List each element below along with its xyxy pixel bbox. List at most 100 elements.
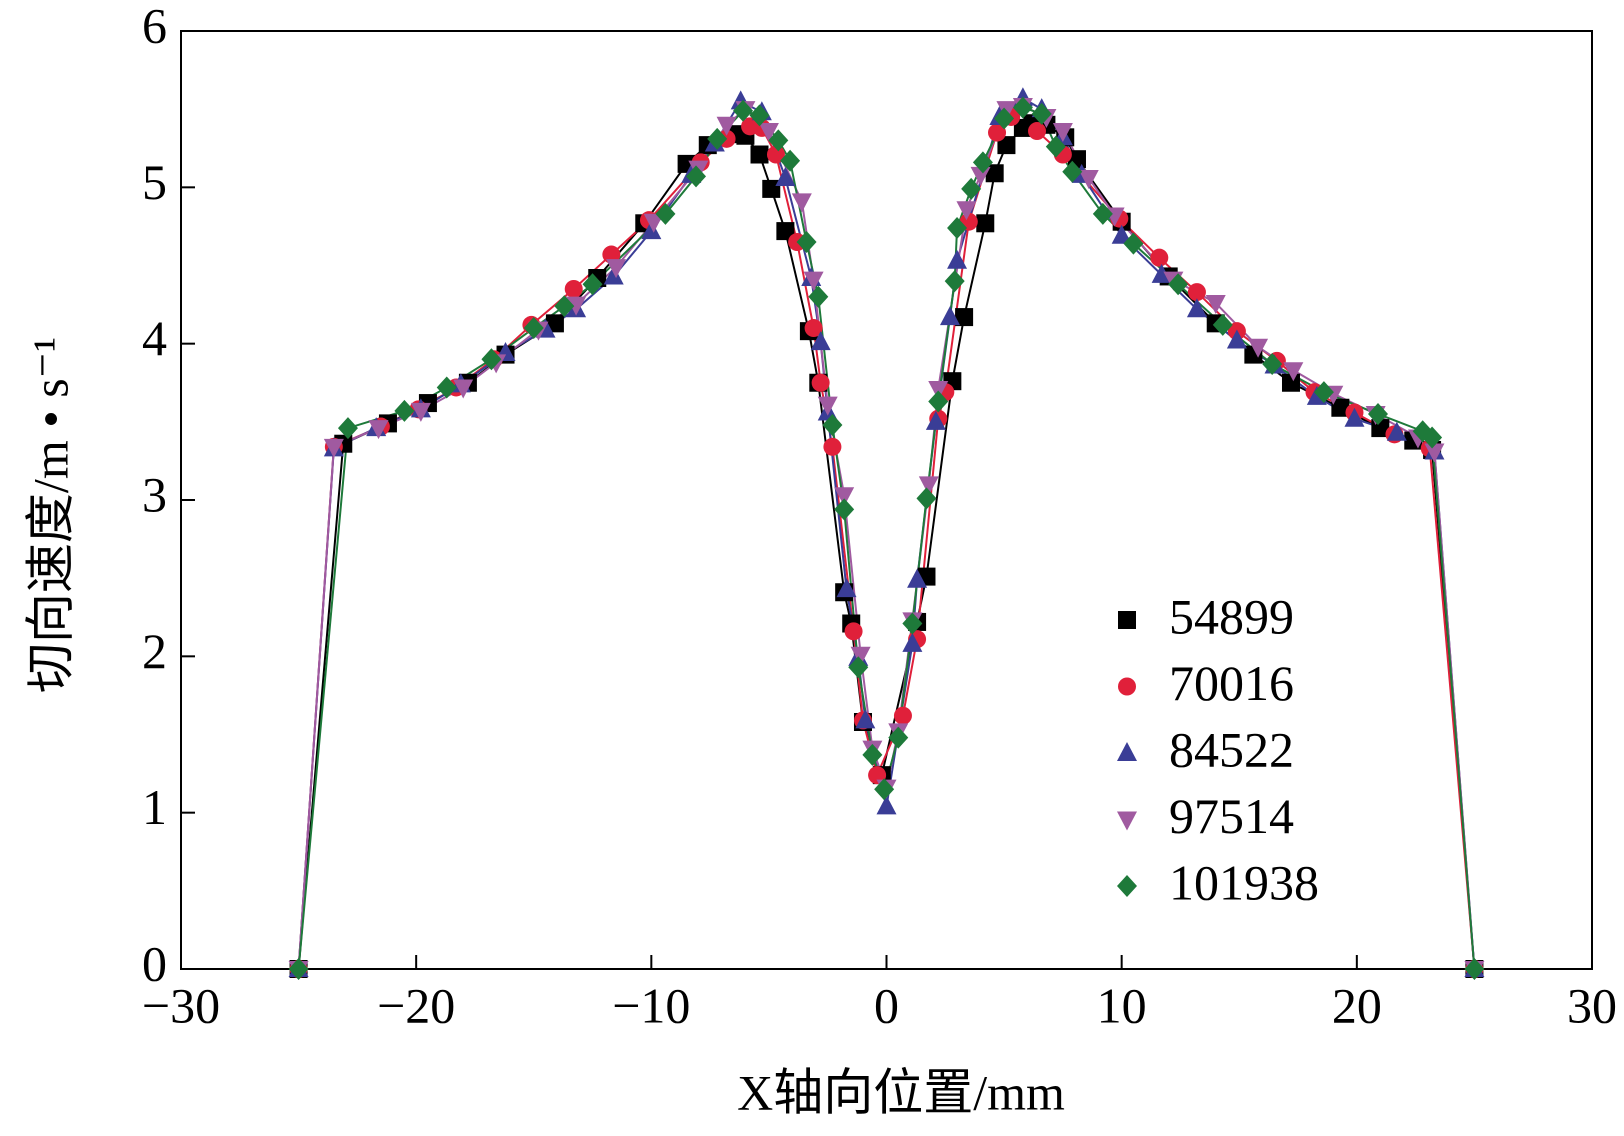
- data-point: [862, 743, 883, 766]
- x-axis-label: X轴向位置/mm: [737, 1064, 1065, 1120]
- data-point: [850, 646, 871, 666]
- data-point: [893, 706, 912, 725]
- data-point: [1151, 263, 1172, 283]
- data-point: [994, 107, 1015, 130]
- legend-marker: [1118, 677, 1136, 696]
- data-point: [554, 295, 575, 318]
- data-point: [566, 296, 587, 316]
- series-line: [297, 97, 1476, 970]
- data-point: [523, 317, 544, 340]
- data-point: [780, 149, 801, 172]
- data-point: [810, 331, 831, 351]
- data-point: [716, 116, 737, 136]
- legend-label: 101938: [1169, 854, 1319, 910]
- data-point: [641, 220, 662, 240]
- data-point: [1092, 202, 1113, 225]
- x-tick-label: −10: [612, 977, 690, 1033]
- data-point: [855, 709, 876, 729]
- data-point: [337, 417, 358, 440]
- data-point: [1344, 407, 1365, 427]
- x-tick-label: 20: [1332, 977, 1382, 1033]
- y-axis-label: 切向速度/m • s⁻¹: [22, 337, 78, 693]
- data-point: [1062, 160, 1083, 183]
- data-point: [791, 193, 812, 213]
- data-point: [1331, 398, 1350, 417]
- data-point: [803, 271, 824, 291]
- data-point: [776, 222, 795, 241]
- series-line: [297, 104, 1476, 970]
- data-point: [1052, 123, 1073, 143]
- data-point: [603, 265, 624, 285]
- data-point: [1168, 273, 1189, 296]
- data-point: [758, 123, 779, 143]
- data-point: [804, 319, 823, 338]
- data-point: [750, 145, 769, 164]
- data-point: [955, 308, 974, 327]
- data-point: [606, 259, 627, 279]
- y-tick-label: 6: [142, 0, 167, 53]
- data-point: [972, 151, 993, 174]
- data-point: [762, 179, 781, 198]
- legend-label: 70016: [1169, 655, 1294, 711]
- data-point: [1313, 381, 1334, 404]
- data-point: [775, 166, 796, 186]
- data-point: [1205, 295, 1226, 315]
- y-tick-label: 3: [142, 466, 167, 522]
- legend-label: 54899: [1169, 588, 1294, 644]
- data-point: [1367, 403, 1388, 426]
- data-point: [1386, 421, 1407, 441]
- data-point: [768, 129, 789, 152]
- data-point: [834, 498, 855, 521]
- legend-marker: [1117, 811, 1137, 831]
- data-point: [976, 214, 995, 233]
- data-point: [1226, 329, 1247, 349]
- y-tick-label: 2: [142, 623, 167, 679]
- legend-label: 97514: [1169, 788, 1294, 844]
- data-point: [1464, 958, 1485, 980]
- data-point: [1012, 96, 1033, 119]
- data-point: [988, 123, 1007, 142]
- data-point: [686, 165, 707, 188]
- y-tick-label: 4: [142, 310, 167, 366]
- data-point: [410, 402, 431, 422]
- legend-marker: [1118, 611, 1136, 629]
- y-tick-label: 0: [142, 935, 167, 991]
- x-tick-label: 10: [1097, 977, 1147, 1033]
- data-point: [902, 632, 923, 652]
- data-point: [916, 487, 937, 510]
- legend-marker: [1117, 742, 1137, 761]
- data-point: [564, 279, 583, 298]
- data-point: [944, 270, 965, 293]
- data-point: [749, 104, 770, 127]
- data-point: [1150, 248, 1169, 267]
- x-tick-label: 30: [1567, 977, 1617, 1033]
- data-point: [961, 177, 982, 200]
- data-point: [288, 958, 309, 980]
- data-point: [808, 285, 829, 308]
- x-tick-label: −20: [377, 977, 455, 1033]
- data-point: [817, 396, 838, 416]
- data-point: [956, 201, 977, 221]
- data-point: [928, 390, 949, 413]
- data-point: [888, 726, 909, 749]
- data-point: [1262, 352, 1283, 375]
- data-point: [796, 231, 817, 254]
- data-point: [453, 379, 474, 399]
- data-point: [368, 420, 389, 440]
- data-point: [947, 216, 968, 239]
- data-point: [1045, 135, 1066, 158]
- data-point: [1212, 313, 1233, 336]
- data-point: [436, 376, 457, 399]
- data-point: [1248, 338, 1269, 358]
- data-point: [1283, 362, 1304, 382]
- data-point: [907, 568, 928, 588]
- data-point: [1078, 169, 1099, 189]
- x-tick-label: 0: [874, 977, 899, 1033]
- data-point: [811, 373, 830, 392]
- data-point: [545, 314, 564, 333]
- data-point: [1422, 426, 1443, 449]
- series-line: [297, 115, 1476, 970]
- data-point: [844, 622, 863, 641]
